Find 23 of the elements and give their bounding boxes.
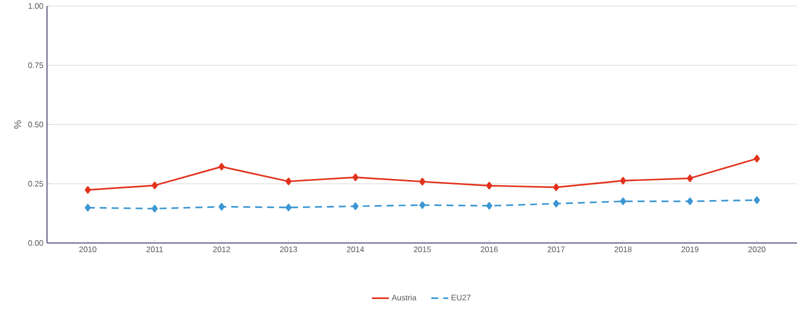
point: [285, 178, 292, 186]
point: [754, 154, 760, 162]
point: [218, 202, 225, 211]
point: [486, 202, 492, 210]
point: [553, 200, 560, 208]
point: [620, 176, 626, 184]
point: [419, 201, 426, 209]
point: [686, 174, 694, 182]
point: [620, 198, 626, 206]
point: [285, 204, 292, 212]
point: [352, 202, 358, 210]
point: [352, 174, 358, 182]
point: [553, 184, 560, 192]
y-axis-title: %: [14, 120, 22, 129]
point: [419, 178, 426, 186]
point: [218, 162, 225, 170]
point: [152, 182, 158, 190]
point: [686, 198, 694, 206]
point: [84, 186, 91, 194]
point: [152, 204, 158, 212]
point: [754, 196, 760, 204]
point: [84, 204, 91, 212]
point: [486, 182, 492, 190]
